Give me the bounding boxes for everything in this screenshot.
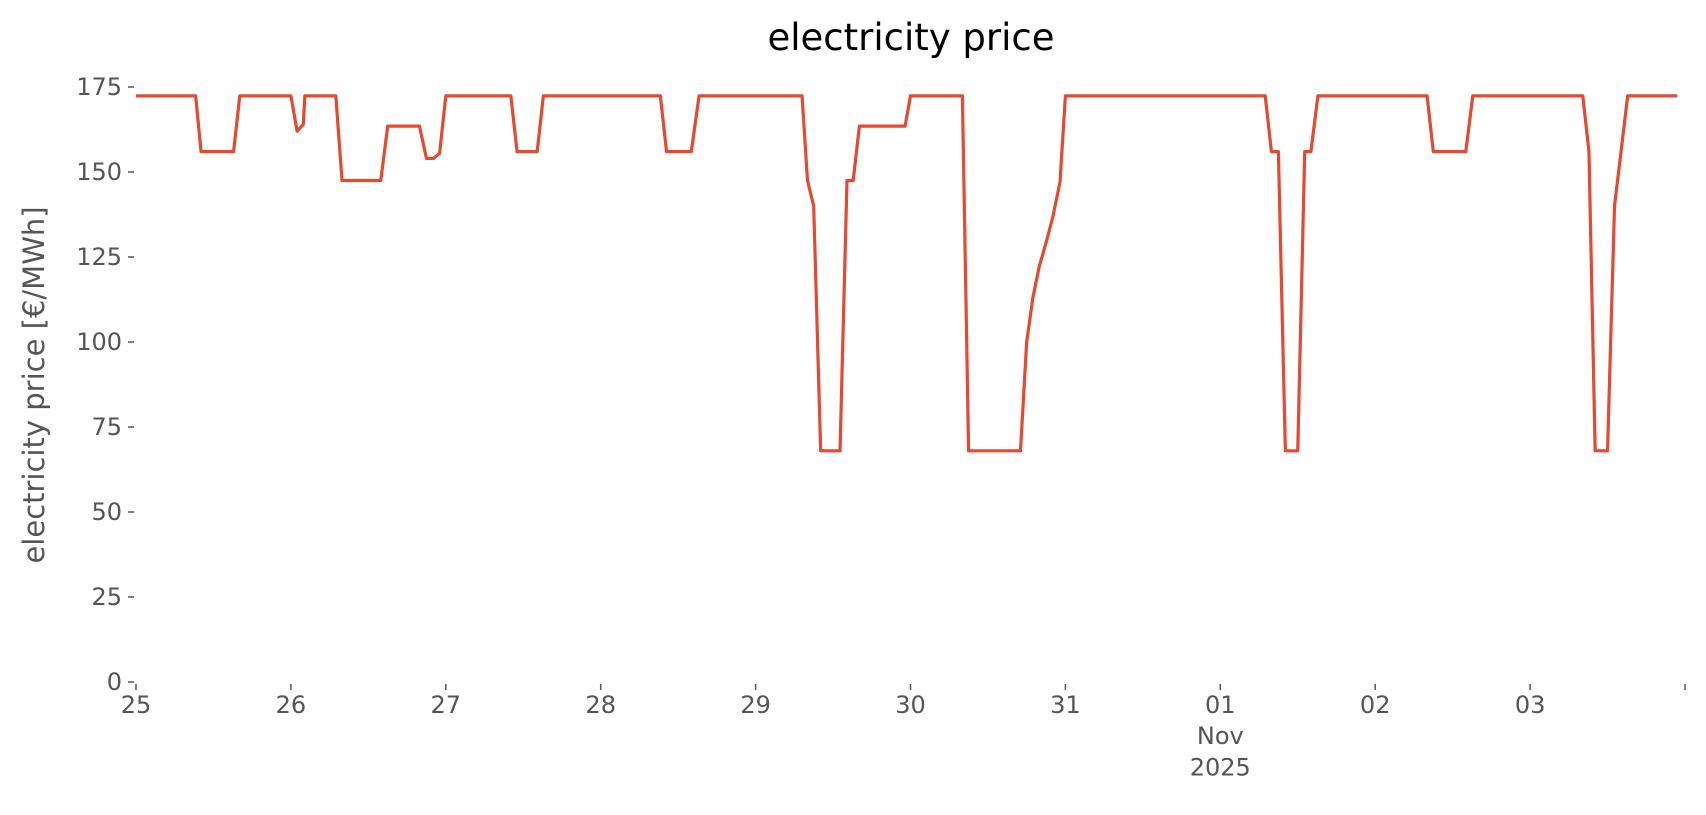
y-tick-label: 175 [76, 73, 122, 101]
x-tick-label: 28 [585, 691, 616, 719]
y-tick-label: 50 [91, 498, 122, 526]
line-series [136, 94, 1678, 453]
y-tick-label: 0 [107, 668, 122, 696]
x-tick-label: 29 [740, 691, 771, 719]
y-tick-label: 100 [76, 328, 122, 356]
x-tick-label: 26 [276, 691, 307, 719]
chart-title: electricity price [767, 16, 1054, 59]
y-tick-label: 75 [91, 413, 122, 441]
y-tick-label: 125 [76, 243, 122, 271]
y-axis-label: electricity price [€/MWh] [17, 206, 51, 563]
x-tick-label: 25 [121, 691, 152, 719]
y-tick-label: 150 [76, 158, 122, 186]
x-tick-label: 02 [1360, 691, 1391, 719]
x-tick-label: 27 [431, 691, 462, 719]
y-tick-label: 25 [91, 583, 122, 611]
x-tick-label: 03 [1515, 691, 1546, 719]
x-tick-label: 01 Nov 2025 [1190, 691, 1251, 781]
x-tick-label: 30 [895, 691, 926, 719]
x-tick-label: 31 [1050, 691, 1081, 719]
